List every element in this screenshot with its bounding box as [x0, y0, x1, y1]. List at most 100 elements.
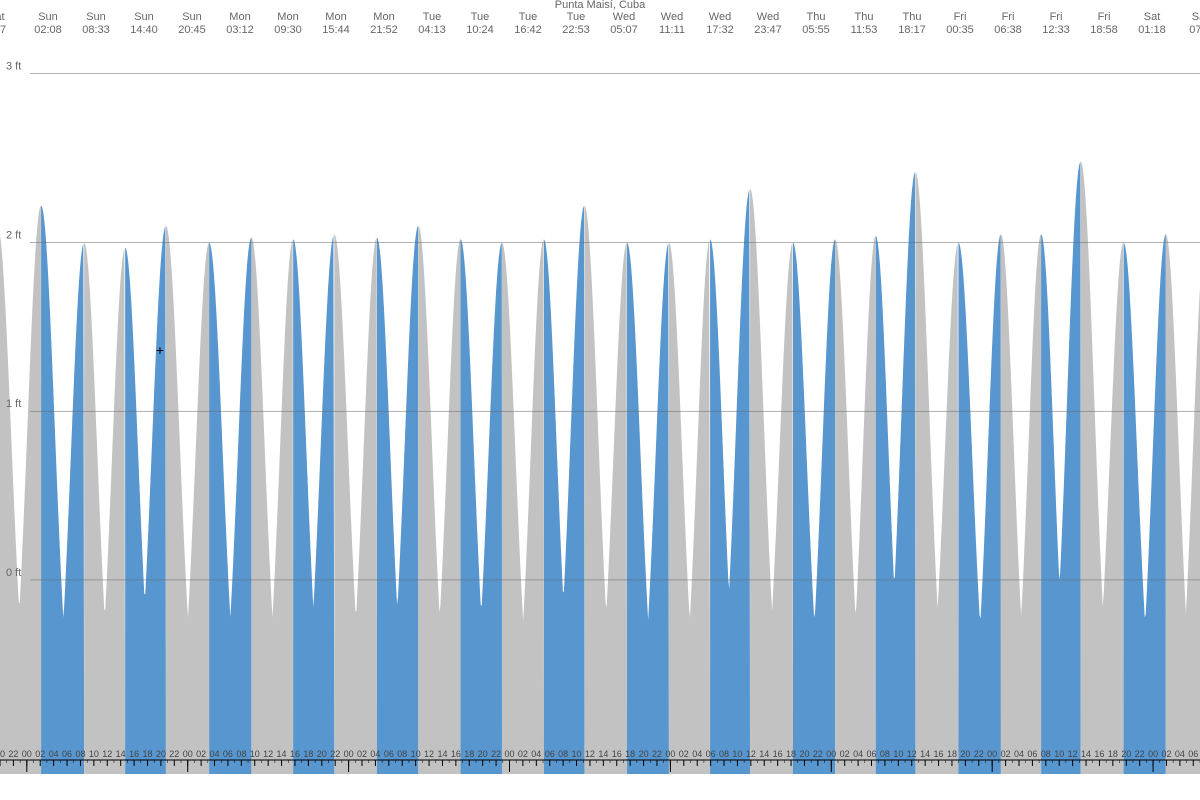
top-time-label: 21:52: [370, 24, 398, 36]
x-hour-label: 22: [8, 749, 18, 759]
x-hour-label: 14: [277, 749, 287, 759]
top-time-label: 09:30: [274, 24, 302, 36]
top-day-label: Tue: [423, 11, 442, 23]
x-hour-label: 00: [183, 749, 193, 759]
tide-segment: [377, 226, 418, 774]
x-hour-label: 00: [665, 749, 675, 759]
top-day-label: Thu: [903, 11, 922, 23]
x-hour-label: 14: [437, 749, 447, 759]
x-hour-label: 04: [531, 749, 541, 759]
x-hour-label: 02: [1001, 749, 1011, 759]
x-hour-label: 22: [813, 749, 823, 759]
x-hour-label: 22: [491, 749, 501, 759]
x-hour-label: 00: [504, 749, 514, 759]
top-time-label: 05:07: [610, 24, 638, 36]
y-axis-label: 0 ft: [6, 567, 21, 579]
x-hour-label: 16: [451, 749, 461, 759]
x-hour-label: 14: [759, 749, 769, 759]
x-hour-label: 06: [1188, 749, 1198, 759]
top-time-label: 06:38: [994, 24, 1022, 36]
top-day-label: Sun: [86, 11, 106, 23]
x-hour-label: 20: [1121, 749, 1131, 759]
x-hour-label: 00: [826, 749, 836, 759]
y-axis-label: 1 ft: [6, 398, 21, 410]
tide-segment: [1124, 234, 1166, 774]
top-labels-group: at37Sun02:08Sun08:33Sun14:40Sun20:45Mon0…: [0, 11, 1200, 36]
x-hour-label: 16: [612, 749, 622, 759]
x-hour-label: 10: [732, 749, 742, 759]
x-hour-label: 02: [679, 749, 689, 759]
grid-group: 0 ft 1 ft 2 ft 3 ft: [6, 61, 1200, 580]
x-hour-label: 06: [62, 749, 72, 759]
x-hour-label: 20: [0, 749, 5, 759]
x-hour-label: 18: [625, 749, 635, 759]
tide-segment: [502, 240, 544, 774]
top-day-label: Sun: [182, 11, 202, 23]
tide-segment: [418, 226, 460, 774]
tide-segment: [1166, 231, 1200, 774]
x-hour-label: 04: [370, 749, 380, 759]
top-time-label: 12:33: [1042, 24, 1070, 36]
x-hour-label: 04: [210, 749, 220, 759]
tide-segment: [835, 236, 876, 774]
top-day-label: Wed: [709, 11, 731, 23]
top-day-label: Sat: [1192, 11, 1200, 23]
top-day-label: Tue: [567, 11, 586, 23]
tide-segment: [1001, 234, 1041, 774]
x-hour-label: 16: [129, 749, 139, 759]
tide-segment: [125, 226, 166, 774]
tide-chart: 0 ft1 ft2 ft3 ftPunta Maisí, Cubaat37Sun…: [0, 0, 1200, 800]
top-time-label: 11:11: [659, 24, 685, 36]
x-hour-label: 18: [947, 749, 957, 759]
top-day-label: Fri: [954, 11, 967, 23]
top-day-label: Mon: [373, 11, 394, 23]
top-time-label: 07:1: [1189, 24, 1200, 36]
x-hour-label: 14: [920, 749, 930, 759]
x-hour-label: 04: [1014, 749, 1024, 759]
y-axis-label: 3 ft: [6, 61, 21, 73]
x-hour-label: 16: [1094, 749, 1104, 759]
x-hour-label: 18: [142, 749, 152, 759]
tide-segment: [710, 189, 750, 774]
x-hour-label: 04: [853, 749, 863, 759]
x-hour-label: 06: [545, 749, 555, 759]
x-hour-label: 06: [1027, 749, 1037, 759]
top-time-label: 04:13: [418, 24, 446, 36]
x-hour-label: 12: [585, 749, 595, 759]
x-hour-label: 10: [572, 749, 582, 759]
top-day-label: Mon: [325, 11, 346, 23]
x-hour-label: 20: [317, 749, 327, 759]
tide-segment: [1041, 162, 1081, 774]
tide-segment: [334, 234, 377, 774]
x-hour-label: 06: [706, 749, 716, 759]
top-time-label: 18:58: [1090, 24, 1118, 36]
x-hour-label: 10: [250, 749, 260, 759]
x-hour-label: 10: [1054, 749, 1064, 759]
top-day-label: Tue: [471, 11, 490, 23]
top-day-label: Mon: [229, 11, 250, 23]
top-time-label: 03:12: [226, 24, 254, 36]
x-hour-label: 02: [357, 749, 367, 759]
x-hour-label: 02: [840, 749, 850, 759]
x-hour-label: 18: [303, 749, 313, 759]
top-time-label: 01:18: [1138, 24, 1166, 36]
x-hour-label: 22: [652, 749, 662, 759]
x-hour-label: 14: [1081, 749, 1091, 759]
x-hour-label: 22: [169, 749, 179, 759]
x-hour-label: 02: [196, 749, 206, 759]
tide-segment: [251, 237, 293, 774]
top-time-label: 15:44: [322, 24, 350, 36]
x-hour-label: 20: [478, 749, 488, 759]
x-hour-label: 10: [411, 749, 421, 759]
x-hour-label: 08: [397, 749, 407, 759]
x-hour-label: 22: [1135, 749, 1145, 759]
top-day-label: Mon: [277, 11, 298, 23]
x-hour-label: 08: [1041, 749, 1051, 759]
y-axis-label: 2 ft: [6, 229, 21, 241]
top-time-label: 16:42: [514, 24, 542, 36]
tide-segment: [293, 235, 334, 774]
x-hour-label: 18: [1108, 749, 1118, 759]
top-day-label: Wed: [757, 11, 779, 23]
x-hour-label: 10: [89, 749, 99, 759]
top-time-label: 11:53: [851, 24, 878, 36]
